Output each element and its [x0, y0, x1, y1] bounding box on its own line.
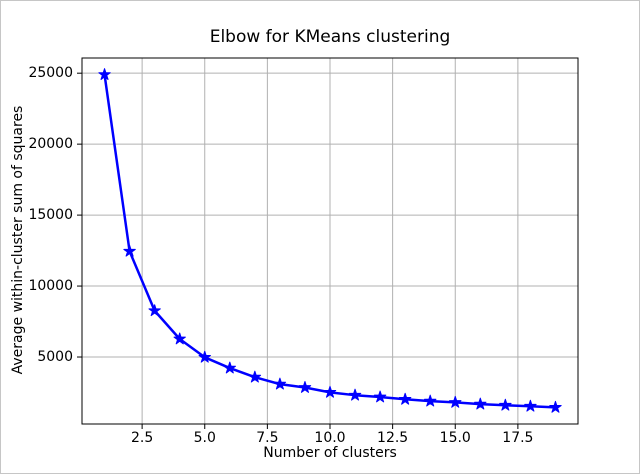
data-point-marker — [98, 68, 111, 80]
data-point-marker — [273, 377, 287, 390]
data-point-marker — [323, 385, 337, 398]
data-point-marker — [123, 244, 136, 257]
y-tick-label: 10000 — [28, 278, 73, 295]
x-tick-label: 12.5 — [377, 430, 409, 446]
data-point-marker — [148, 304, 161, 317]
y-tick-label: 20000 — [28, 136, 73, 153]
x-axis-label: Number of clusters — [263, 445, 397, 461]
data-point-marker — [398, 392, 412, 405]
data-point-marker — [549, 400, 562, 413]
data-point-marker — [173, 332, 186, 345]
data-point-marker — [223, 361, 236, 374]
x-tick-label: 15.0 — [439, 430, 471, 446]
data-point-marker — [449, 395, 462, 408]
data-point-marker — [198, 350, 211, 363]
data-point-marker — [474, 397, 487, 410]
data-point-marker — [524, 399, 537, 412]
data-point-marker — [499, 398, 512, 411]
x-tick-label: 2.5 — [130, 430, 154, 446]
x-tick-label: 17.5 — [502, 430, 534, 446]
data-point-marker — [298, 381, 312, 393]
x-tick-label: 5.0 — [193, 430, 216, 446]
data-point-marker — [373, 390, 387, 403]
data-point-marker — [348, 388, 362, 401]
data-point-marker — [424, 394, 437, 407]
y-axis-label-text: Average within-cluster sum of squares — [10, 105, 26, 375]
y-tick-label: 25000 — [28, 65, 73, 82]
y-tick-label: 15000 — [28, 207, 73, 224]
x-tick-label: 10.0 — [314, 430, 346, 446]
x-tick-label: 7.5 — [256, 430, 279, 446]
chart-title: Elbow for KMeans clustering — [209, 27, 451, 47]
data-point-marker — [248, 370, 262, 383]
axes-box — [81, 57, 579, 425]
y-tick-label: 5000 — [37, 349, 73, 366]
